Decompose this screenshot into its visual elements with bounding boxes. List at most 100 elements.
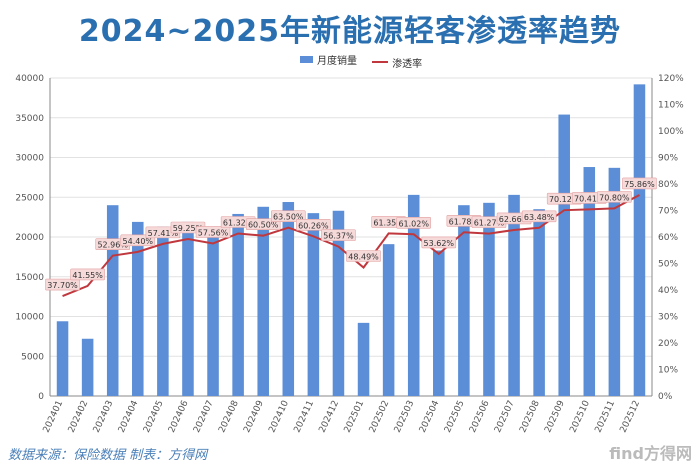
x-tick-label: 202503 (393, 399, 417, 434)
bar-202406 (182, 221, 194, 396)
data-label-70.12%: 70.12% (549, 195, 580, 204)
data-label-bg (396, 216, 432, 229)
y-left-tick-label: 10000 (15, 313, 44, 323)
y-left-tick-label: 20000 (15, 233, 44, 243)
x-tick-label: 202410 (267, 399, 291, 435)
data-label-59.25%: 59.25% (173, 224, 204, 233)
bar-202511 (608, 167, 621, 396)
data-label-70.80%: 70.80% (599, 193, 630, 202)
x-tick-label: 202411 (293, 399, 317, 434)
bar-202411 (307, 213, 320, 396)
data-label-63.50%: 63.50% (273, 213, 304, 222)
y-right-tick-label: 30% (658, 313, 678, 323)
data-label-bg (195, 226, 231, 238)
y-right-tick-label: 70% (658, 207, 678, 217)
bar-202508 (533, 209, 545, 396)
legend-bar-swatch (300, 56, 313, 63)
y-left-tick-label: 35000 (15, 114, 44, 124)
data-label-60.50%: 60.50% (248, 221, 279, 230)
x-tick-label: 202405 (142, 399, 166, 434)
x-tick-label: 202505 (443, 399, 467, 434)
bar-202404 (132, 221, 144, 396)
data-label-bg (45, 278, 80, 291)
x-tick-label: 202504 (418, 399, 442, 435)
data-label-bg (321, 229, 356, 241)
data-label-41.55%: 41.55% (72, 271, 103, 280)
data-label-bg (521, 210, 557, 223)
x-tick-label: 202402 (67, 399, 91, 434)
y-right-tick-label: 120% (658, 74, 684, 84)
x-tick-label: 202409 (242, 399, 266, 435)
x-tick-label: 202401 (42, 399, 66, 434)
data-source-note: 数据来源：保险数据 制表：方得网 (8, 448, 208, 463)
data-label-61.78%: 61.78% (449, 217, 480, 226)
data-label-62.66%: 62.66% (499, 215, 530, 224)
y-left-tick-label: 5000 (21, 352, 44, 362)
y-right-tick-label: 100% (658, 127, 684, 137)
bar-202504 (433, 250, 445, 396)
data-label-57.56%: 57.56% (198, 228, 229, 237)
bar-202509 (558, 114, 570, 396)
data-label-57.41%: 57.41% (148, 229, 179, 238)
bar-202405 (157, 226, 169, 396)
data-label-61.32%: 61.32% (223, 219, 254, 228)
legend-label-penetration: 渗透率 (392, 58, 423, 70)
chart-title: 2024~2025年新能源轻客渗透率趋势 (78, 14, 622, 49)
y-left-tick-label: 15000 (15, 273, 44, 283)
watermark-logo: find方得网 (609, 444, 692, 463)
bar-202407 (207, 236, 219, 396)
data-label-37.70%: 37.70% (47, 281, 78, 290)
y-right-tick-label: 60% (658, 233, 678, 243)
data-label-bg (597, 191, 632, 203)
data-label-bg (622, 177, 657, 190)
legend-item-sales[interactable]: 月度销量 (300, 52, 357, 67)
data-label-bg (296, 219, 331, 231)
data-label-61.27%: 61.27% (474, 219, 505, 228)
x-tick-label: 202407 (192, 399, 216, 434)
x-tick-label: 202502 (368, 399, 392, 434)
x-tick-label: 202512 (619, 399, 643, 434)
bar-202506 (483, 202, 495, 396)
bar-202501 (357, 322, 370, 396)
bar-202507 (508, 194, 520, 396)
legend: 月度销量 渗透率 (300, 52, 434, 70)
y-right-tick-label: 80% (658, 180, 678, 190)
y-right-tick-label: 40% (658, 286, 678, 296)
bar-202408 (232, 213, 244, 396)
y-right-tick-label: 110% (658, 101, 684, 111)
bar-202410 (282, 202, 295, 396)
bar-202502 (382, 244, 395, 396)
data-label-48.49%: 48.49% (348, 253, 379, 262)
x-tick-label: 202501 (343, 399, 367, 434)
data-label-75.86%: 75.86% (624, 180, 655, 189)
x-tick-label: 202510 (568, 399, 592, 435)
y-right-tick-label: 20% (658, 339, 678, 349)
data-label-61.35%: 61.35% (373, 218, 404, 227)
y-right-tick-label: 10% (658, 366, 678, 376)
data-label-bg (70, 268, 105, 281)
y-right-tick-label: 0% (658, 392, 673, 402)
bar-202505 (458, 205, 470, 396)
data-label-bg (346, 250, 381, 262)
legend-label-sales: 月度销量 (317, 56, 357, 67)
y-right-tick-label: 90% (658, 154, 678, 164)
legend-item-penetration[interactable]: 渗透率 (372, 55, 422, 70)
data-label-60.26%: 60.26% (298, 221, 329, 230)
y-left-tick-label: 25000 (15, 193, 44, 203)
y-right-tick-label: 50% (658, 260, 678, 270)
bar-202401 (56, 321, 69, 396)
bar-202503 (407, 194, 420, 396)
bar-202412 (332, 210, 345, 396)
x-tick-label: 202507 (493, 399, 517, 434)
x-tick-label: 202506 (468, 399, 492, 435)
data-label-bg (421, 236, 457, 249)
data-label-56.37%: 56.37% (323, 232, 354, 241)
data-label-63.48%: 63.48% (524, 213, 555, 222)
data-label-61.02%: 61.02% (398, 219, 429, 228)
x-tick-label: 202406 (167, 399, 191, 435)
y-left-tick-label: 30000 (15, 154, 44, 164)
x-tick-label: 202509 (543, 399, 567, 435)
x-tick-label: 202404 (117, 399, 141, 435)
y-left-tick-label: 0 (38, 392, 44, 402)
data-label-54.40%: 54.40% (123, 237, 154, 246)
